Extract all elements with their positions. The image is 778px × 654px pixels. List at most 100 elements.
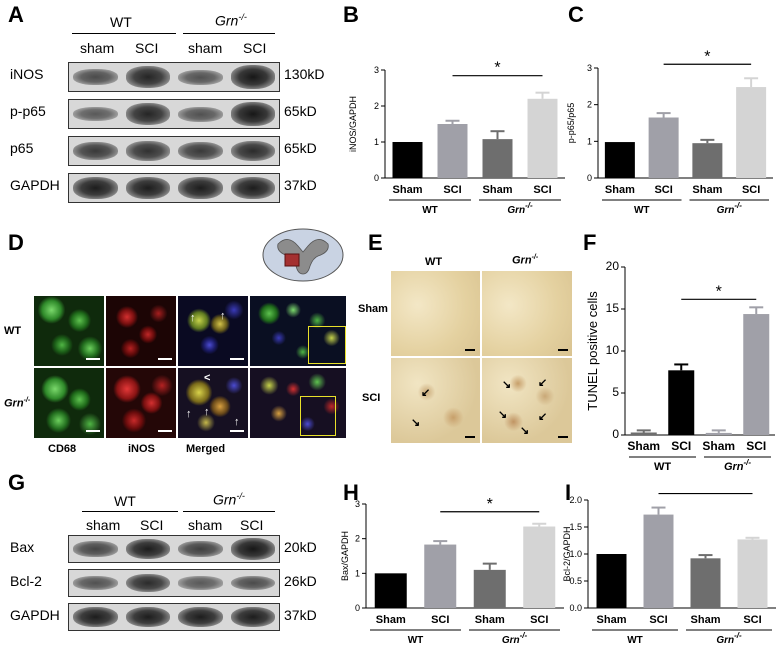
row-label-sci: SCI	[362, 392, 381, 404]
bar	[523, 526, 556, 608]
ihc-image-grn-sci: ↘ ↙ ↘ ↙ ↘	[481, 357, 573, 444]
bar	[527, 98, 558, 178]
y-tick-label: 10	[606, 343, 620, 357]
blot-band	[125, 538, 170, 560]
blot-band	[73, 141, 118, 161]
x-category-label: SCI	[530, 614, 548, 626]
blot-band	[125, 606, 170, 628]
bar	[668, 370, 695, 435]
ihc-image-wt-sci: ↙ ↘	[390, 357, 481, 444]
y-tick-label: 15	[606, 301, 620, 315]
blot-band	[73, 106, 118, 122]
blot-band	[230, 538, 275, 560]
micrograph-merged-wt: ↑ ↑	[177, 295, 249, 367]
lane-label: SCI	[240, 517, 264, 533]
y-tick-label: 1	[374, 137, 379, 147]
blot-band	[178, 540, 223, 558]
y-tick-label: 0.0	[569, 603, 582, 613]
group-label-grn: Grn-/-	[215, 12, 247, 29]
bar	[630, 432, 657, 435]
blot-band	[73, 69, 118, 85]
group-label-grn: Grn-/-	[502, 631, 528, 646]
blot-band	[178, 69, 223, 85]
x-category-label: SCI	[649, 614, 667, 626]
arrow-icon: ↘	[498, 409, 508, 421]
group-label-wt: WT	[114, 493, 136, 509]
y-tick-label: 2	[587, 100, 592, 110]
y-tick-label: 3	[355, 499, 360, 509]
protein-label: p-p65	[10, 103, 46, 119]
blot-band	[125, 176, 170, 200]
micrograph-cd68-wt	[33, 295, 105, 367]
bar	[705, 432, 732, 435]
bar	[604, 142, 635, 178]
group-label-grn: Grn-/-	[507, 201, 533, 216]
arrow-icon: ↙	[421, 387, 431, 399]
bar	[643, 514, 674, 608]
arrow-icon: ↙	[538, 411, 548, 423]
bar	[482, 139, 513, 178]
panel-label-b: B	[343, 2, 359, 27]
y-tick-label: 0	[612, 427, 619, 441]
molecular-weight-label: 26kD	[284, 573, 317, 589]
bar	[437, 124, 468, 178]
arrow-icon: ↑	[220, 310, 226, 322]
x-category-label: Sham	[605, 184, 635, 196]
x-category-label: SCI	[742, 184, 760, 196]
blot-strip	[68, 173, 280, 203]
protein-label: GAPDH	[10, 177, 60, 193]
blot-strip	[68, 136, 280, 166]
molecular-weight-label: 37kD	[284, 607, 317, 623]
y-axis-label: p-p65/p65	[566, 103, 576, 144]
blot-strip	[68, 569, 280, 597]
protein-label: Bcl-2	[10, 573, 42, 589]
lane-label: SCI	[243, 40, 267, 56]
scale-bar	[465, 436, 475, 438]
bar	[690, 558, 721, 608]
protein-label: GAPDH	[10, 607, 60, 623]
blot-band	[230, 606, 275, 628]
x-category-label: SCI	[746, 439, 766, 453]
y-tick-label: 3	[374, 65, 379, 75]
scale-bar	[230, 430, 244, 432]
group-label-wt: WT	[408, 635, 424, 646]
blot-band	[178, 176, 223, 200]
significance-star: *	[494, 60, 500, 77]
x-category-label: SCI	[533, 184, 551, 196]
group-line-wt	[72, 33, 176, 34]
panel-label-c: C	[568, 2, 584, 27]
x-category-label: Sham	[702, 439, 735, 453]
y-axis-label: Bcl-2/GAPDH	[562, 526, 572, 581]
x-category-label: SCI	[654, 184, 672, 196]
inset-box	[308, 326, 346, 364]
bar-chart-b: 0 1 2 3 iNOS/GAPDH Sham SCI Sham SCI WT Grn-/- *	[348, 60, 565, 216]
micrograph-overview-wt	[249, 295, 347, 367]
arrow-icon: ↘	[502, 379, 512, 391]
x-category-label: Sham	[376, 614, 406, 626]
molecular-weight-label: 65kD	[284, 140, 317, 156]
blot-band	[230, 65, 275, 89]
lane-label: sham	[188, 517, 223, 533]
arrow-icon: ↑	[190, 312, 196, 324]
significance-star: *	[702, 490, 708, 495]
x-category-label: SCI	[443, 184, 461, 196]
blot-band	[178, 606, 223, 628]
bar	[392, 142, 423, 178]
bar	[737, 539, 768, 608]
y-tick-label: 2	[355, 534, 360, 544]
blot-band	[230, 102, 275, 126]
bar	[743, 314, 770, 435]
micrograph-merged-grn: < ↑ ↑ ↑	[177, 367, 249, 439]
blot-band	[125, 573, 170, 593]
scale-bar	[558, 349, 568, 351]
x-category-label: Sham	[627, 439, 660, 453]
blot-strip	[68, 99, 280, 129]
group-line-grn	[183, 33, 275, 34]
bar	[424, 544, 457, 608]
blot-band	[178, 141, 223, 161]
ihc-image-grn-sham	[481, 270, 573, 357]
scale-bar	[558, 436, 568, 438]
significance-star: *	[704, 48, 710, 65]
lane-label: SCI	[135, 40, 159, 56]
panel-label-d: D	[8, 230, 24, 255]
